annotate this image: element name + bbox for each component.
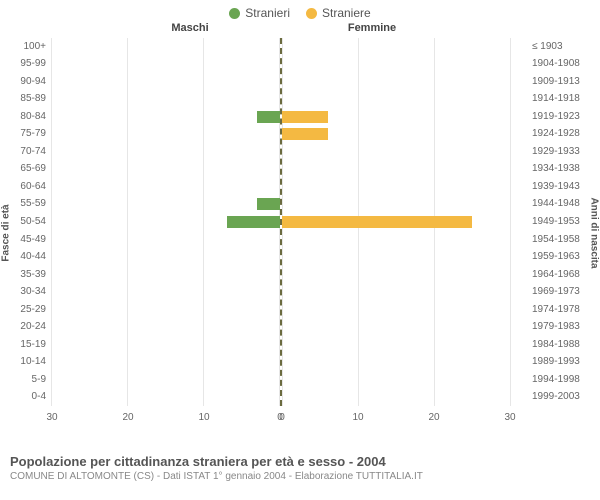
panel-male: 0102030 — [52, 38, 280, 406]
birth-year-label: 1979-1983 — [532, 322, 580, 332]
y-labels-birth: ≤ 1903 1904-1908 1909-1913 1914-1918 1919-19… — [528, 38, 600, 428]
age-label: 40-44 — [20, 252, 46, 262]
age-label: 10-14 — [20, 357, 46, 367]
age-label: 25-29 — [20, 305, 46, 315]
age-label: 95-99 — [20, 59, 46, 69]
birth-year-label: 1974-1978 — [532, 305, 580, 315]
age-label: 60-64 — [20, 182, 46, 192]
bar-female — [282, 128, 328, 140]
legend-swatch-male — [229, 8, 240, 19]
age-label: 0-4 — [32, 392, 46, 402]
age-label: 85-89 — [20, 94, 46, 104]
plot-area: Fasce di età Anni di nascita 100+95-9990… — [0, 38, 600, 428]
bar-female — [282, 216, 472, 228]
age-label: 30-34 — [20, 287, 46, 297]
panel-headers: Maschi Femmine — [0, 22, 600, 36]
bar-male — [257, 111, 280, 123]
age-label: 75-79 — [20, 129, 46, 139]
birth-year-label: 1989-1993 — [532, 357, 580, 367]
x-tick: 10 — [198, 412, 209, 423]
legend-label-female: Straniere — [322, 6, 371, 20]
legend: Stranieri Straniere — [0, 0, 600, 22]
pyramid-chart: Stranieri Straniere Maschi Femmine Fasce… — [0, 0, 600, 500]
panel-female: 0102030 — [282, 38, 510, 406]
birth-year-label: 1969-1973 — [532, 287, 580, 297]
age-label: 70-74 — [20, 147, 46, 157]
age-label: 35-39 — [20, 270, 46, 280]
birth-year-label: 1914-1918 — [532, 94, 580, 104]
footer-subtitle: COMUNE DI ALTOMONTE (CS) - Dati ISTAT 1°… — [10, 471, 590, 482]
x-tick: 0 — [279, 412, 285, 423]
age-label: 100+ — [23, 42, 46, 52]
age-label: 80-84 — [20, 112, 46, 122]
age-label: 65-69 — [20, 164, 46, 174]
legend-swatch-female — [306, 8, 317, 19]
bar-male — [257, 198, 280, 210]
age-label: 90-94 — [20, 77, 46, 87]
x-tick: 10 — [352, 412, 363, 423]
birth-year-label: 1949-1953 — [532, 217, 580, 227]
birth-year-label: 1904-1908 — [532, 59, 580, 69]
birth-year-label: 1944-1948 — [532, 199, 580, 209]
birth-year-label: 1959-1963 — [532, 252, 580, 262]
footer-title: Popolazione per cittadinanza straniera p… — [10, 454, 590, 469]
age-label: 45-49 — [20, 235, 46, 245]
birth-year-label: 1999-2003 — [532, 392, 580, 402]
age-label: 20-24 — [20, 322, 46, 332]
age-label: 55-59 — [20, 199, 46, 209]
legend-item-male: Stranieri — [229, 6, 290, 20]
chart-footer: Popolazione per cittadinanza straniera p… — [10, 454, 590, 482]
birth-year-label: 1929-1933 — [532, 147, 580, 157]
header-female: Femmine — [282, 22, 462, 34]
x-tick: 30 — [46, 412, 57, 423]
birth-year-label: 1919-1923 — [532, 112, 580, 122]
x-tick: 20 — [428, 412, 439, 423]
x-tick: 20 — [122, 412, 133, 423]
header-male: Maschi — [100, 22, 280, 34]
birth-year-label: ≤ 1903 — [532, 42, 563, 52]
age-label: 5-9 — [32, 375, 46, 385]
y-labels-age: 100+ 95-99 90-94 85-89 80-84 75-79 70-74 65-69 6… — [0, 38, 50, 428]
x-tick: 30 — [504, 412, 515, 423]
age-label: 15-19 — [20, 340, 46, 350]
birth-year-label: 1909-1913 — [532, 77, 580, 87]
birth-year-label: 1924-1928 — [532, 129, 580, 139]
birth-year-label: 1939-1943 — [532, 182, 580, 192]
bar-male — [227, 216, 280, 228]
bar-female — [282, 111, 328, 123]
birth-year-label: 1954-1958 — [532, 235, 580, 245]
birth-year-label: 1964-1968 — [532, 270, 580, 280]
legend-label-male: Stranieri — [245, 6, 290, 20]
birth-year-label: 1994-1998 — [532, 375, 580, 385]
age-label: 50-54 — [20, 217, 46, 227]
birth-year-label: 1984-1988 — [532, 340, 580, 350]
legend-item-female: Straniere — [306, 6, 371, 20]
birth-year-label: 1934-1938 — [532, 164, 580, 174]
